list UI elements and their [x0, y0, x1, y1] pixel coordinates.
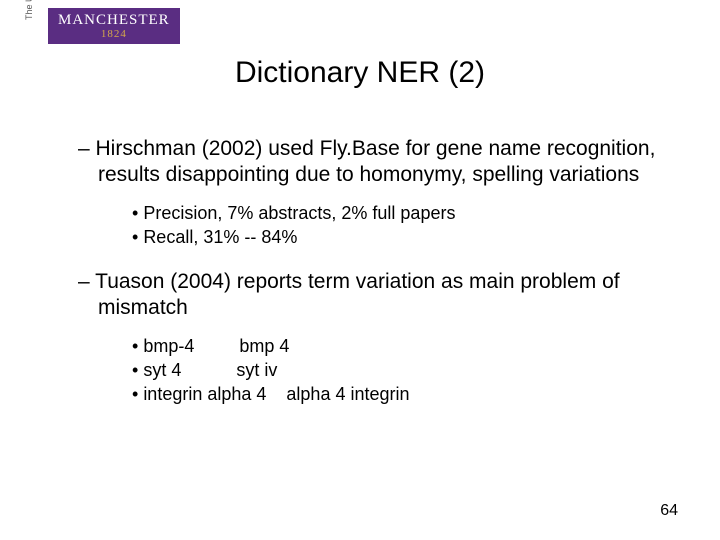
sub-item: bmp-4 bmp 4 [132, 334, 680, 358]
slide-title: Dictionary NER (2) [0, 56, 720, 90]
page-number: 64 [660, 502, 678, 520]
sub-item: integrin alpha 4 alpha 4 integrin [132, 382, 680, 406]
bullet-2: Tuason (2004) reports term variation as … [60, 269, 680, 322]
bullet-1-sublist: Precision, 7% abstracts, 2% full papers … [132, 201, 680, 250]
university-name-vertical: The University of Manchester [24, 0, 34, 20]
sub-item: syt 4 syt iv [132, 358, 680, 382]
logo-wordmark: MANCHESTER 1824 [48, 8, 180, 44]
logo-name: MANCHESTER [58, 12, 170, 29]
sub-item: Precision, 7% abstracts, 2% full papers [132, 201, 680, 225]
slide-content: Hirschman (2002) used Fly.Base for gene … [60, 136, 680, 426]
sub-item: Recall, 31% -- 84% [132, 225, 680, 249]
logo-year: 1824 [58, 28, 170, 42]
university-logo: MANCHESTER 1824 [48, 8, 180, 44]
bullet-1: Hirschman (2002) used Fly.Base for gene … [60, 136, 680, 189]
bullet-2-sublist: bmp-4 bmp 4 syt 4 syt iv integrin alpha … [132, 334, 680, 407]
